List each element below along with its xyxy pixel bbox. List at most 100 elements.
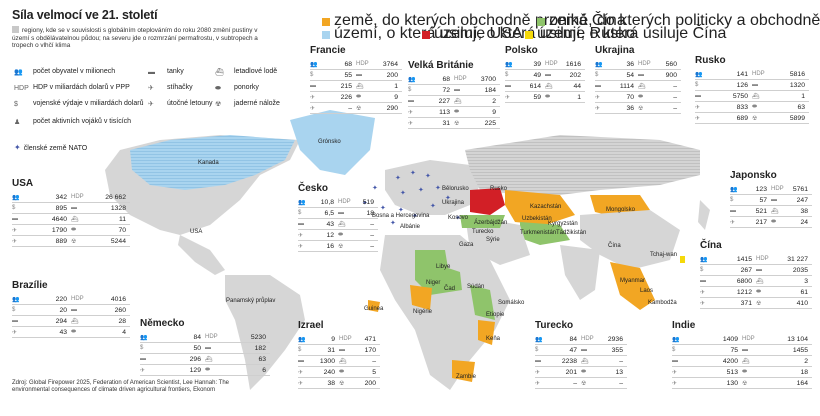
stat-icon: ⛴: [581, 358, 589, 365]
label-myanmar: Myanmar: [620, 278, 646, 284]
stat-cell: HDP 5230: [205, 334, 270, 341]
stat-icon: HDP: [638, 61, 651, 67]
stat-row: ✈ – ☢ 290: [310, 103, 402, 114]
stat-value: 689: [736, 114, 748, 122]
stat-icon: ⛴: [742, 358, 750, 365]
icon-legend-attack-label: útočné letouny: [167, 100, 213, 107]
stat-row: ✈ 59 ⬬ 1: [505, 92, 585, 103]
stat-value: 141: [736, 70, 748, 78]
stat-value: 226: [340, 93, 352, 101]
icon-legend-nato: ✦ členské země NATO: [14, 143, 87, 152]
stat-value: 833: [736, 103, 748, 111]
country-name: Japonsko: [730, 170, 777, 181]
stat-value: 2936: [607, 335, 623, 343]
svg-text:✦: ✦: [395, 174, 401, 182]
label-kyrgyzstan: Kyrgyzstán: [548, 221, 578, 227]
stat-icon: ⛴: [752, 93, 760, 100]
fighter-jet-icon: ✈: [148, 85, 154, 92]
stat-icon: ▬: [700, 278, 706, 284]
stat-value: 200: [364, 379, 376, 387]
stat-value: 1: [577, 93, 581, 101]
page-title: Síla velmocí ve 21. století: [12, 8, 158, 22]
stat-row: ▬ 6800 ⛴ 3: [700, 276, 812, 287]
stat-icon: ✈: [140, 367, 146, 374]
stat-cell: 👥 9: [298, 336, 339, 343]
stat-cell: HDP 519: [338, 199, 378, 206]
svg-text:✦: ✦: [430, 202, 436, 210]
stat-value: 49: [533, 71, 541, 79]
stat-value: 6,5: [324, 209, 334, 217]
stat-icon: ☢: [638, 105, 644, 112]
stat-icon: 👥: [700, 256, 708, 263]
source-note: Zdroj: Global Firepower 2025, Federation…: [12, 380, 230, 394]
label-uzbekistan: Uzbekistán: [522, 216, 552, 222]
icon-legend-subs: ⬬ ponorky: [215, 84, 259, 94]
stat-cell: HDP 471: [339, 336, 380, 343]
stat-cell: ▬ 900: [638, 72, 681, 79]
stat-value: 342: [55, 193, 67, 201]
stat-cell: ✈ 36: [595, 105, 638, 112]
stat-cell: $267: [700, 267, 756, 274]
stat-value: 471: [364, 335, 376, 343]
stat-icon: HDP: [71, 194, 84, 200]
label-turecko: Turecko: [472, 229, 494, 235]
stat-value: 296: [189, 355, 201, 363]
stat-icon: ▬: [298, 221, 304, 227]
stat-icon: HDP: [339, 336, 352, 342]
warming-swatch: [12, 26, 19, 33]
stat-value: –: [673, 82, 677, 90]
stat-icon: ⛴: [339, 358, 347, 365]
label-guinea: Guinea: [364, 306, 384, 312]
label-zambie: Zambie: [456, 374, 477, 380]
stat-cell: ⛴ 2: [742, 358, 812, 365]
stat-value: 4640: [51, 215, 67, 223]
stat-icon: 👥: [298, 199, 306, 206]
stat-cell: ⛴ 44: [545, 83, 585, 90]
label-kambodza: Kambodža: [648, 300, 677, 306]
stat-value: 1114: [619, 82, 634, 90]
stat-value: 68: [344, 60, 352, 68]
stat-icon: ✈: [408, 109, 414, 116]
stat-value: 55: [344, 71, 352, 79]
stat-value: 9: [331, 335, 335, 343]
svg-text:✦: ✦: [398, 206, 404, 214]
label-cina: Čína: [608, 243, 621, 249]
stat-icon: ☢: [752, 115, 758, 122]
label-gronsko: Grónsko: [318, 139, 341, 145]
stat-icon: ▬: [205, 345, 211, 351]
stat-cell: ▬ 355: [581, 347, 627, 354]
stat-icon: ☢: [71, 238, 77, 245]
stat-icon: 👥: [695, 71, 703, 78]
panel-israel: Izrael 👥 9 HDP 471 $31 ▬ 170 ▬ 1300 ⛴ – ✈ 240 ⬬ 5 ✈ 38 ☢ 20…: [298, 320, 380, 389]
stat-cell: ⬬ 70: [71, 227, 130, 234]
stat-icon: 👥: [12, 194, 20, 201]
stat-cell: ☢ 410: [756, 300, 812, 307]
russia: [465, 135, 700, 195]
stat-cell: ⛴ 3: [756, 278, 812, 285]
stat-icon: ☢: [338, 243, 344, 250]
stat-row: ✈ 1212 ⬬ 61: [700, 287, 812, 298]
stat-cell: ▬ 18: [338, 210, 378, 217]
stat-icon: ▬: [338, 210, 344, 216]
tank-icon: ▬: [148, 69, 155, 76]
stat-row: $57 ▬ 247: [730, 195, 812, 206]
stat-cell: ▬ 1114: [595, 83, 638, 90]
stat-cell: ▬ 227: [408, 98, 454, 105]
icon-legend-subs-label: ponorky: [234, 84, 259, 91]
icon-legend-military: $ vojenské výdaje v miliardách dolarů: [14, 100, 144, 110]
stat-icon: ▬: [71, 307, 77, 313]
stat-row: 👥 9 HDP 471: [298, 334, 380, 345]
stat-row: $267 ▬ 2035: [700, 265, 812, 276]
stat-value: 63: [258, 355, 266, 363]
icon-legend-soldiers-label: počet aktivních vojáků v tisících: [33, 118, 132, 125]
japan-land: [698, 200, 710, 230]
stat-icon: ✈: [298, 232, 304, 239]
kenya: [478, 320, 495, 345]
panel-brazil: Brazílie 👥 220 HDP 4016 $20 ▬ 260 ▬ 294 ⛴ 28 ✈ 43 ⬬ 4: [12, 280, 130, 338]
stat-icon: ▬: [12, 318, 18, 324]
stat-cell: ✈ 1790: [12, 227, 71, 234]
stat-value: 1409: [722, 335, 738, 343]
stat-row: 👥 36 HDP 560: [595, 59, 681, 70]
stat-value: 31 227: [787, 255, 808, 263]
